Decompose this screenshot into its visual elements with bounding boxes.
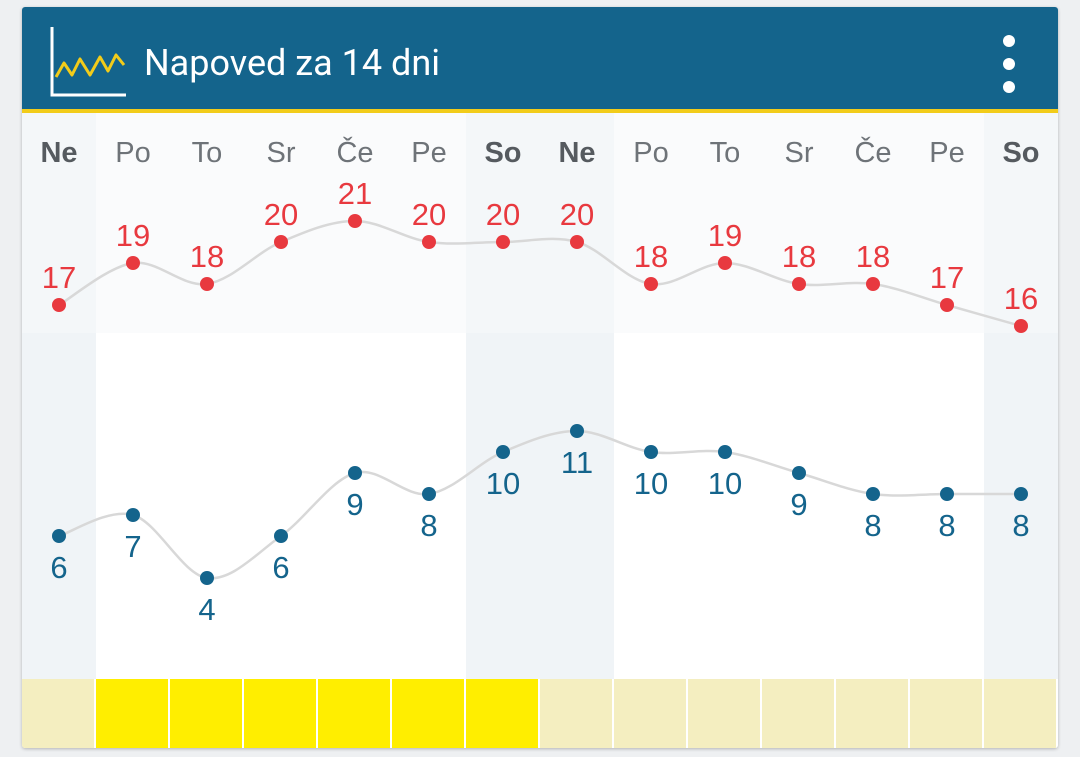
min-temp-point xyxy=(126,508,140,522)
strip-cell xyxy=(170,679,244,748)
min-temp-label: 7 xyxy=(124,529,141,564)
min-temp-point xyxy=(866,487,880,501)
strip-cell xyxy=(392,679,466,748)
min-temp-label: 9 xyxy=(346,487,363,522)
min-temp-label: 10 xyxy=(708,466,742,501)
more-vert-dot xyxy=(1003,58,1015,70)
day-label: So xyxy=(484,137,521,169)
min-temp-point xyxy=(570,424,584,438)
min-temp-point xyxy=(940,487,954,501)
max-temp-point xyxy=(792,277,806,291)
min-temp-label: 8 xyxy=(864,508,881,543)
more-vert-icon xyxy=(1003,35,1015,47)
strip-cell xyxy=(910,679,984,748)
max-temp-point xyxy=(274,235,288,249)
max-temp-point xyxy=(200,277,214,291)
max-temp-point xyxy=(644,277,658,291)
strip-cell xyxy=(244,679,318,748)
max-temp-point xyxy=(422,235,436,249)
max-temp-label: 17 xyxy=(42,260,76,295)
day-label: Pe xyxy=(411,137,446,169)
min-temp-label: 6 xyxy=(50,550,67,585)
day-label: Ne xyxy=(40,137,77,169)
max-temp-label: 20 xyxy=(560,197,594,232)
max-temp-label: 20 xyxy=(486,197,520,232)
max-temp-point xyxy=(940,298,954,312)
day-label: Pe xyxy=(929,137,964,169)
more-vert-dot xyxy=(1003,81,1015,93)
strip-cell xyxy=(96,679,170,748)
strip-cell xyxy=(762,679,836,748)
max-temp-point xyxy=(570,235,584,249)
min-temp-label: 4 xyxy=(198,592,215,627)
card-header: Napoved za 14 dni xyxy=(22,7,1058,113)
max-temp-point xyxy=(496,235,510,249)
min-temp-point xyxy=(274,529,288,543)
min-temp-label: 10 xyxy=(634,466,668,501)
min-temp-point xyxy=(422,487,436,501)
day-label: Po xyxy=(633,137,668,169)
min-temp-point xyxy=(496,445,510,459)
min-temp-point xyxy=(200,571,214,585)
day-label: Če xyxy=(336,135,373,169)
strip-cell xyxy=(836,679,910,748)
max-temp-label: 17 xyxy=(930,260,964,295)
strip-cell xyxy=(614,679,688,748)
min-temp-point xyxy=(792,466,806,480)
min-temp-point xyxy=(348,466,362,480)
max-temp-label: 20 xyxy=(264,197,298,232)
more-options-button[interactable] xyxy=(984,31,1034,97)
day-label: Sr xyxy=(267,137,296,169)
day-label: Sr xyxy=(785,137,814,169)
max-temp-label: 16 xyxy=(1004,281,1038,316)
strip-cell xyxy=(540,679,614,748)
min-temp-point xyxy=(718,445,732,459)
day-label: To xyxy=(710,137,741,169)
max-temp-point xyxy=(126,256,140,270)
min-temp-point xyxy=(1014,487,1028,501)
min-temp-label: 6 xyxy=(272,550,289,585)
temperature-chart-svg: Ne Po To Sr Če Pe So Ne Po To Sr Če Pe So 17 19 18 20 21 20… xyxy=(22,113,1058,679)
max-temp-point xyxy=(52,298,66,312)
max-temp-point xyxy=(348,214,362,228)
temperature-chart: Ne Po To Sr Če Pe So Ne Po To Sr Če Pe So 17 19 18 20 21 20… xyxy=(22,113,1058,679)
strip-cell xyxy=(466,679,540,748)
max-temp-label: 18 xyxy=(856,239,890,274)
strip-cell xyxy=(688,679,762,748)
min-temp-label: 8 xyxy=(420,508,437,543)
max-temp-point xyxy=(866,277,880,291)
day-label: Po xyxy=(115,137,150,169)
day-label: So xyxy=(1002,137,1039,169)
forecast-card: Napoved za 14 dni Ne Po To Sr Če Pe So Ne Po To Sr… xyxy=(22,7,1058,748)
day-label: Če xyxy=(854,135,891,169)
strip-cell xyxy=(318,679,392,748)
min-temp-label: 8 xyxy=(938,508,955,543)
max-temp-point xyxy=(1014,319,1028,333)
min-temp-label: 10 xyxy=(486,466,520,501)
max-temp-label: 19 xyxy=(116,218,150,253)
min-temp-label: 9 xyxy=(790,487,807,522)
max-temp-label: 19 xyxy=(708,218,742,253)
min-temp-point xyxy=(644,445,658,459)
min-temp-label: 8 xyxy=(1012,508,1029,543)
max-temp-point xyxy=(718,256,732,270)
card-title: Napoved za 14 dni xyxy=(144,42,440,84)
line-chart-icon xyxy=(50,27,126,97)
min-temp-point xyxy=(52,529,66,543)
upper-band xyxy=(22,113,1058,333)
max-temp-label: 18 xyxy=(634,239,668,274)
strip-cell xyxy=(22,679,96,748)
min-temp-label: 11 xyxy=(561,445,593,480)
day-indicator-strip xyxy=(22,679,1058,748)
strip-cell xyxy=(984,679,1058,748)
max-temp-label: 18 xyxy=(190,239,224,274)
day-label: To xyxy=(192,137,223,169)
max-temp-label: 21 xyxy=(338,176,372,211)
day-label: Ne xyxy=(558,137,595,169)
max-temp-label: 18 xyxy=(782,239,816,274)
max-temp-label: 20 xyxy=(412,197,446,232)
